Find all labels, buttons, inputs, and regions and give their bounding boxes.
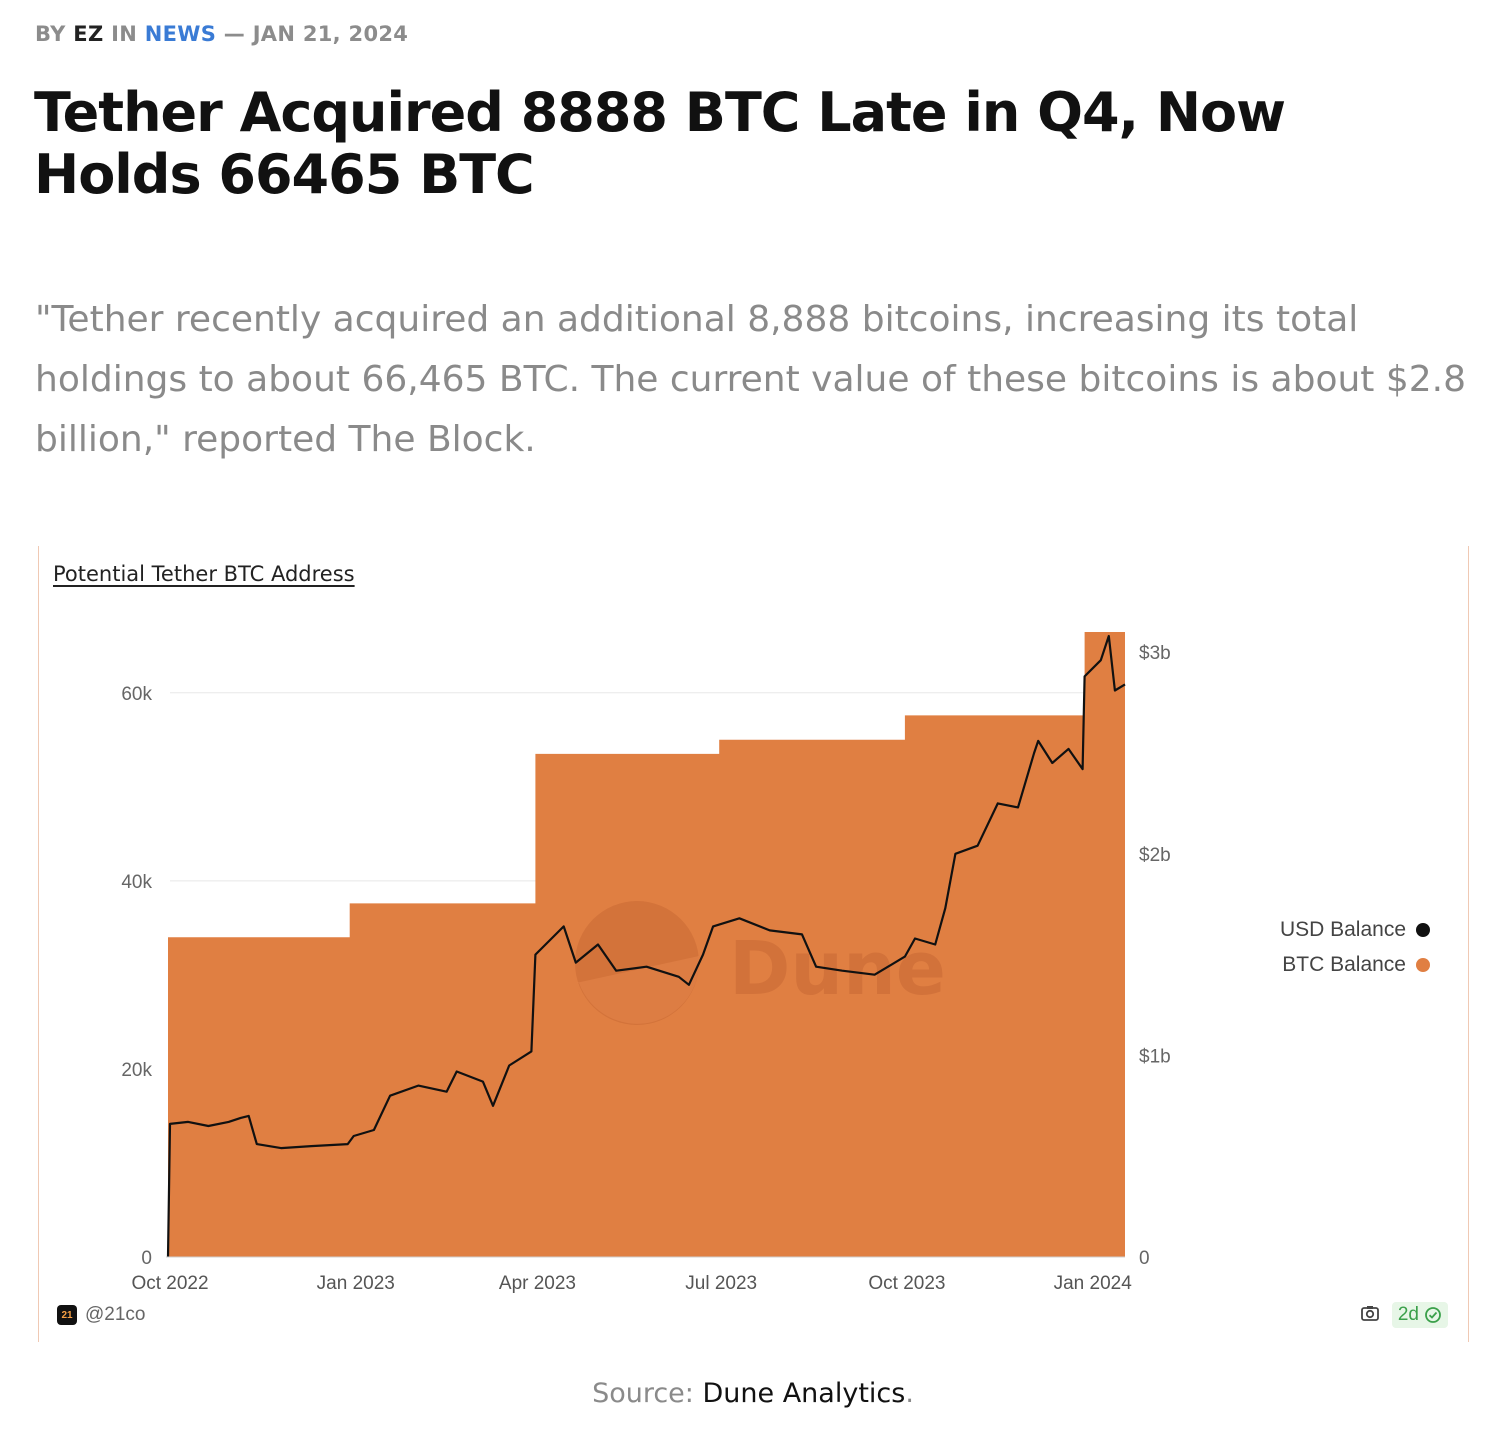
- check-circle-icon: [1425, 1307, 1441, 1323]
- y-left-tick-label: 20k: [121, 1060, 152, 1081]
- freshness-label: 2d: [1397, 1304, 1419, 1325]
- legend-entry-btc[interactable]: BTC Balance: [1280, 947, 1430, 982]
- byline: BY EZ IN NEWS — JAN 21, 2024: [35, 22, 408, 46]
- chart-legend: USD Balance BTC Balance: [1280, 912, 1430, 982]
- x-tick-label: Oct 2022: [131, 1273, 208, 1294]
- usd-balance-line: [166, 634, 1126, 1258]
- y-right-tick-label: $1b: [1139, 1046, 1171, 1067]
- article-lede: "Tether recently acquired an additional …: [35, 299, 1466, 460]
- caption-suffix: .: [905, 1378, 914, 1409]
- usd-line-layer: [166, 634, 1126, 1258]
- x-tick-label: Jan 2023: [317, 1273, 395, 1294]
- byline-in: IN: [111, 22, 138, 46]
- y-right-tick-label: 0: [1139, 1248, 1150, 1269]
- legend-entry-usd[interactable]: USD Balance: [1280, 912, 1430, 947]
- byline-author[interactable]: EZ: [73, 22, 104, 46]
- dune-logo-icon: [575, 901, 699, 1025]
- byline-by: BY: [35, 22, 66, 46]
- legend-dot-btc: [1416, 957, 1430, 972]
- x-tick-label: Oct 2023: [868, 1273, 945, 1294]
- caption-prefix: Source:: [592, 1378, 694, 1409]
- article-headline: Tether Acquired 8888 BTC Late in Q4, Now…: [34, 81, 1286, 206]
- y-right-tick-label: $2b: [1139, 845, 1171, 866]
- legend-label-btc: BTC Balance: [1282, 952, 1406, 976]
- chart-card: Dune 0 20k 40k 60k 0 $1b $2b $3b Oct 2022 Jan 202…: [38, 546, 1469, 1342]
- camera-icon[interactable]: [1360, 1304, 1380, 1326]
- chart-title[interactable]: Potential Tether BTC Address: [53, 562, 355, 586]
- chart-axes: 0 20k 40k 60k 0 $1b $2b $3b Oct 2022 Jan 2023 Apr …: [121, 643, 1170, 1294]
- 21co-logo-icon: 21: [57, 1305, 77, 1325]
- y-left-tick-label: 40k: [121, 872, 152, 893]
- byline-date: — JAN 21, 2024: [223, 22, 409, 46]
- chart-footer-actions: 2d: [1360, 1302, 1448, 1328]
- freshness-badge[interactable]: 2d: [1391, 1302, 1448, 1328]
- x-tick-label: Jul 2023: [685, 1273, 757, 1294]
- legend-dot-usd: [1416, 922, 1430, 937]
- author-handle: @21co: [85, 1304, 146, 1325]
- chart-author[interactable]: 21 @21co: [57, 1304, 146, 1326]
- caption-source-link[interactable]: Dune Analytics: [702, 1378, 906, 1409]
- category-link[interactable]: NEWS: [144, 22, 217, 46]
- y-right-tick-label: $3b: [1139, 643, 1171, 664]
- image-caption: Source: Dune Analytics.: [0, 1378, 1506, 1409]
- x-tick-label: Jan 2024: [1054, 1273, 1133, 1294]
- x-tick-label: Apr 2023: [499, 1273, 576, 1294]
- y-left-tick-label: 60k: [121, 684, 152, 705]
- y-left-tick-label: 0: [141, 1248, 152, 1269]
- legend-label-usd: USD Balance: [1279, 917, 1406, 941]
